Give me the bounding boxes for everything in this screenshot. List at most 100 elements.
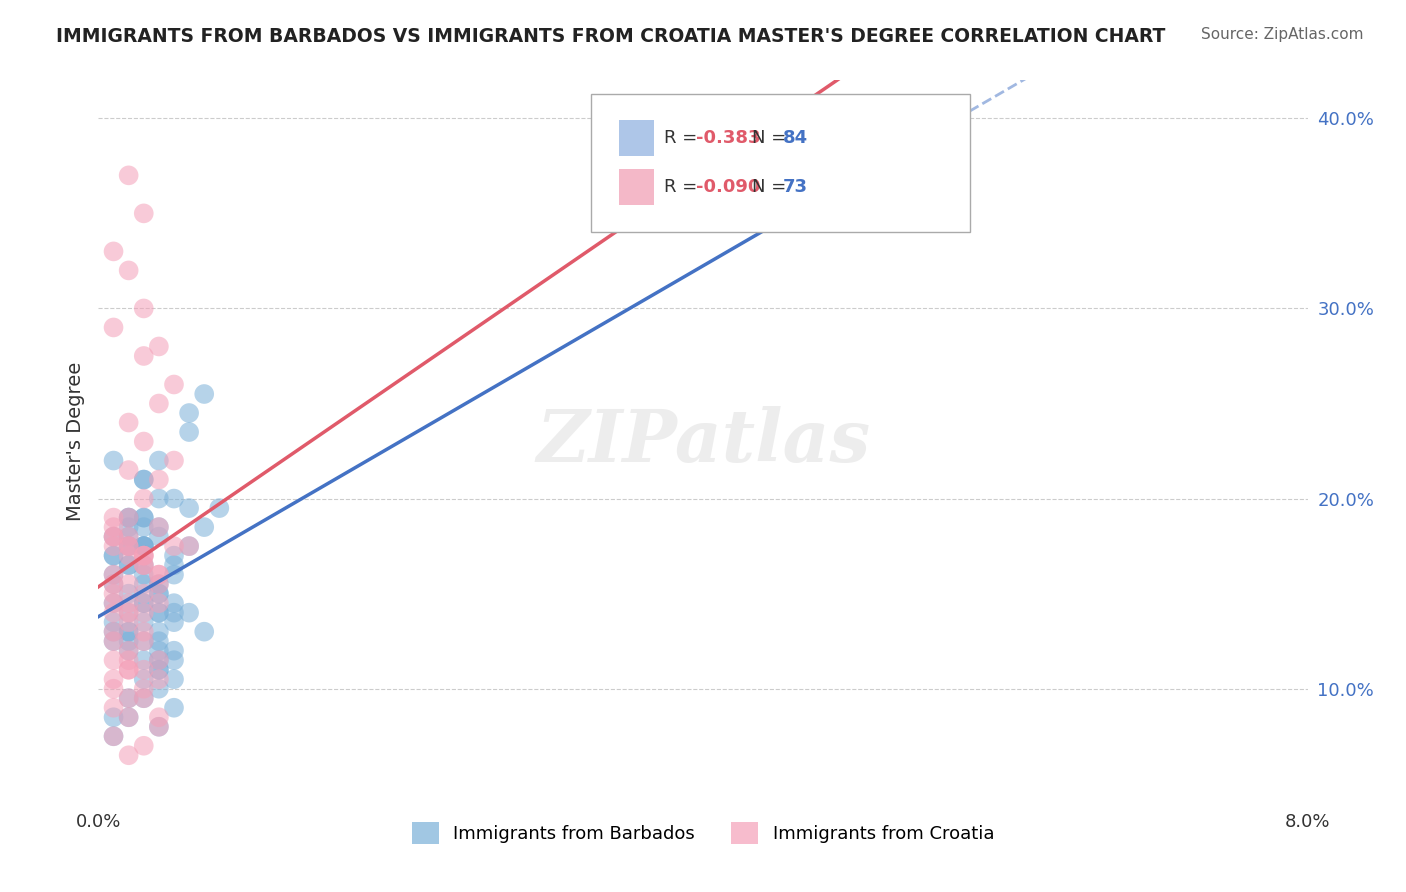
Immigrants from Barbados (118, 539, 141, 553)
Immigrants from Croatia (118, 710, 141, 724)
Immigrants from Croatia (132, 349, 155, 363)
Immigrants from Barbados (148, 643, 170, 657)
Immigrants from Croatia (118, 539, 141, 553)
Immigrants from Croatia (118, 596, 141, 610)
Immigrants from Barbados (163, 672, 186, 686)
Immigrants from Croatia (118, 263, 141, 277)
Immigrants from Croatia (132, 691, 155, 706)
Immigrants from Croatia (103, 624, 125, 639)
Y-axis label: Master's Degree: Master's Degree (66, 362, 84, 521)
Immigrants from Barbados (163, 606, 186, 620)
Immigrants from Croatia (132, 558, 155, 573)
Immigrants from Croatia (148, 710, 170, 724)
Immigrants from Barbados (163, 558, 186, 573)
Immigrants from Croatia (118, 463, 141, 477)
Immigrants from Barbados (132, 510, 155, 524)
Immigrants from Croatia (118, 549, 141, 563)
Text: R =: R = (664, 129, 703, 147)
Immigrants from Barbados (163, 653, 186, 667)
Immigrants from Barbados (103, 634, 125, 648)
Immigrants from Croatia (132, 739, 155, 753)
Immigrants from Croatia (132, 634, 155, 648)
Immigrants from Barbados (118, 530, 141, 544)
Immigrants from Croatia (103, 634, 125, 648)
Immigrants from Croatia (132, 549, 155, 563)
Immigrants from Barbados (118, 710, 141, 724)
Immigrants from Croatia (148, 520, 170, 534)
Immigrants from Barbados (163, 567, 186, 582)
Immigrants from Barbados (179, 539, 201, 553)
Immigrants from Croatia (132, 624, 155, 639)
Immigrants from Barbados (132, 473, 155, 487)
Immigrants from Barbados (132, 510, 155, 524)
Immigrants from Barbados (148, 491, 170, 506)
Immigrants from Croatia (132, 549, 155, 563)
Immigrants from Croatia (103, 539, 125, 553)
Immigrants from Croatia (118, 510, 141, 524)
Immigrants from Croatia (118, 643, 141, 657)
Immigrants from Barbados (118, 520, 141, 534)
Text: -0.090: -0.090 (696, 178, 761, 196)
Immigrants from Barbados (163, 596, 186, 610)
Immigrants from Croatia (118, 416, 141, 430)
Immigrants from Croatia (163, 539, 186, 553)
Immigrants from Barbados (132, 539, 155, 553)
Immigrants from Barbados (118, 634, 141, 648)
Immigrants from Barbados (118, 624, 141, 639)
Immigrants from Croatia (148, 596, 170, 610)
Immigrants from Croatia (103, 244, 125, 259)
Immigrants from Croatia (132, 558, 155, 573)
Immigrants from Croatia (132, 681, 155, 696)
Immigrants from Croatia (103, 653, 125, 667)
Immigrants from Barbados (179, 406, 201, 420)
Immigrants from Barbados (132, 567, 155, 582)
Text: N =: N = (752, 178, 792, 196)
Immigrants from Barbados (118, 510, 141, 524)
Immigrants from Barbados (103, 729, 125, 743)
Immigrants from Croatia (103, 672, 125, 686)
Immigrants from Barbados (148, 577, 170, 591)
Immigrants from Barbados (103, 596, 125, 610)
Immigrants from Croatia (103, 530, 125, 544)
Immigrants from Barbados (148, 606, 170, 620)
Immigrants from Croatia (148, 339, 170, 353)
Immigrants from Barbados (132, 558, 155, 573)
Immigrants from Croatia (132, 434, 155, 449)
Immigrants from Barbados (132, 615, 155, 630)
Immigrants from Barbados (163, 643, 186, 657)
Immigrants from Croatia (103, 567, 125, 582)
Immigrants from Barbados (103, 453, 125, 467)
Immigrants from Barbados (132, 520, 155, 534)
Immigrants from Croatia (118, 169, 141, 183)
Immigrants from Croatia (118, 691, 141, 706)
Immigrants from Croatia (103, 606, 125, 620)
Immigrants from Barbados (118, 510, 141, 524)
Immigrants from Barbados (148, 587, 170, 601)
Immigrants from Barbados (148, 634, 170, 648)
Legend: Immigrants from Barbados, Immigrants from Croatia: Immigrants from Barbados, Immigrants fro… (405, 815, 1001, 852)
Immigrants from Croatia (148, 567, 170, 582)
Immigrants from Croatia (163, 453, 186, 467)
Immigrants from Croatia (132, 549, 155, 563)
Immigrants from Barbados (132, 653, 155, 667)
Immigrants from Barbados (163, 549, 186, 563)
Immigrants from Croatia (118, 539, 141, 553)
Immigrants from Barbados (163, 491, 186, 506)
Immigrants from Barbados (163, 700, 186, 714)
Text: -0.383: -0.383 (696, 129, 761, 147)
Immigrants from Croatia (148, 577, 170, 591)
Immigrants from Barbados (103, 567, 125, 582)
Immigrants from Croatia (118, 663, 141, 677)
Immigrants from Croatia (103, 729, 125, 743)
Immigrants from Croatia (179, 539, 201, 553)
Immigrants from Barbados (179, 501, 201, 516)
Immigrants from Croatia (118, 748, 141, 763)
Immigrants from Barbados (132, 539, 155, 553)
Immigrants from Barbados (148, 453, 170, 467)
Immigrants from Barbados (148, 653, 170, 667)
Immigrants from Croatia (118, 615, 141, 630)
Immigrants from Croatia (118, 663, 141, 677)
Immigrants from Croatia (103, 596, 125, 610)
Immigrants from Barbados (118, 606, 141, 620)
Immigrants from Barbados (193, 520, 215, 534)
